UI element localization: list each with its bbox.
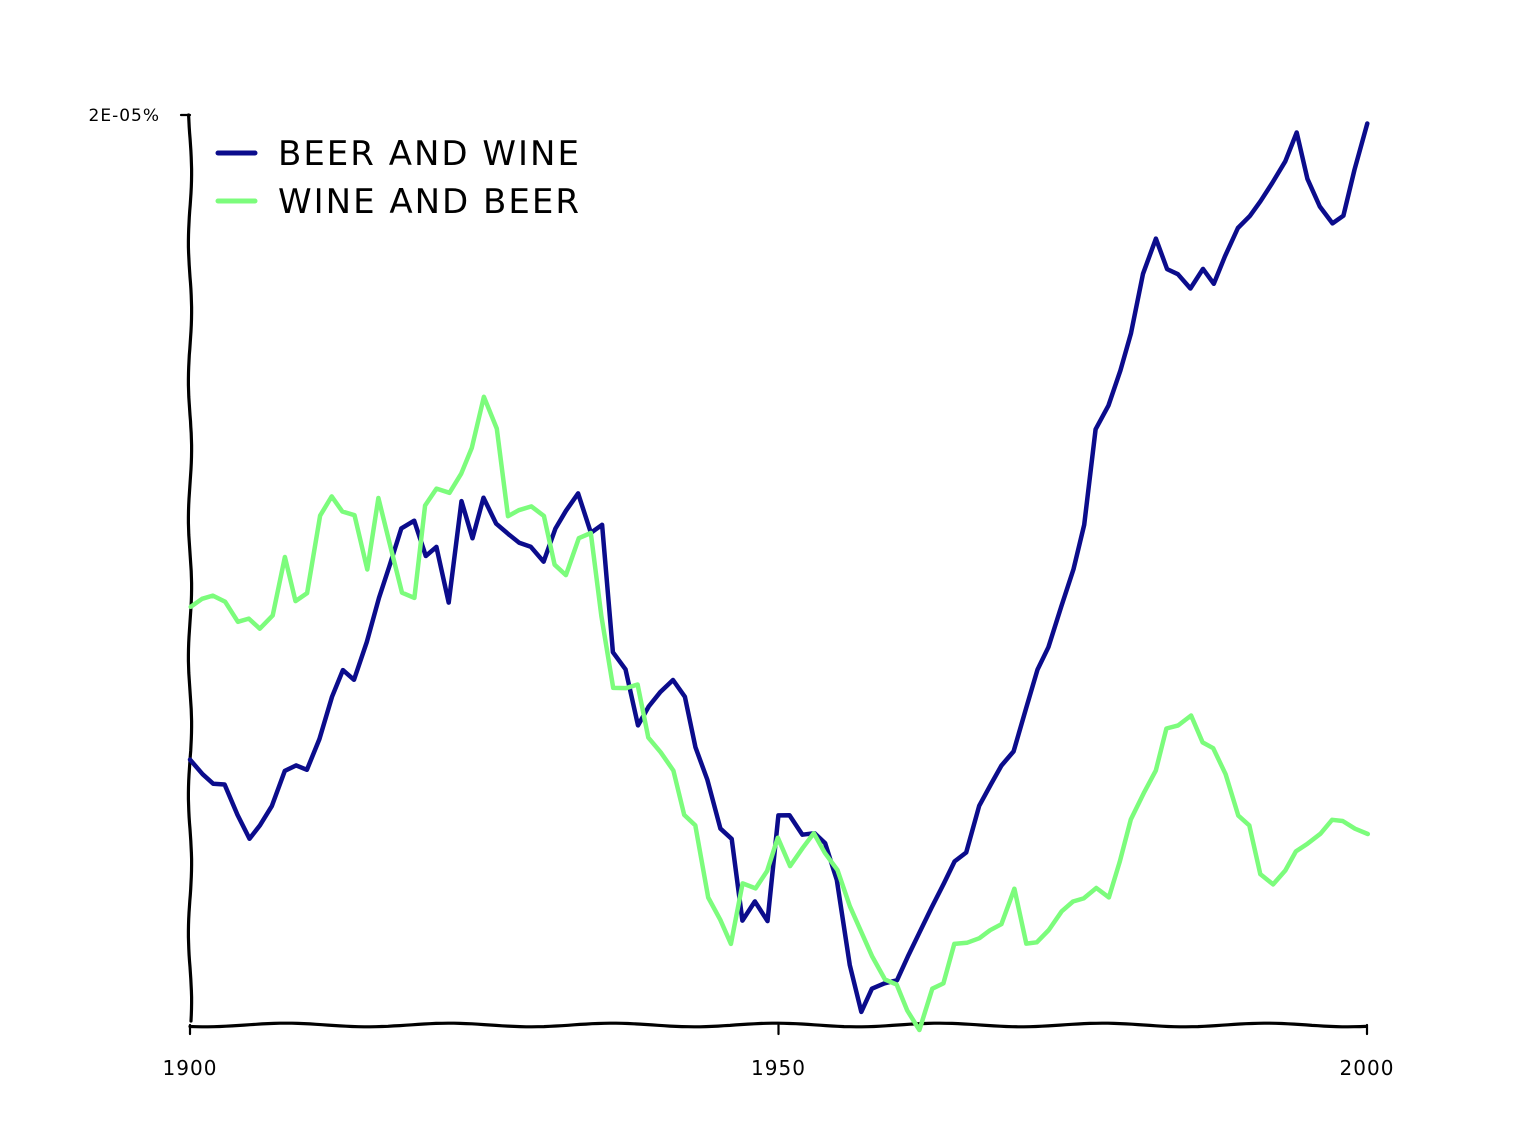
legend: BEER AND WINE WINE AND BEER [215,134,581,222]
x-axis-ticks: 1900 1950 2000 [163,1023,1395,1080]
y-axis-line [186,113,194,1023]
series-line-wine-and-beer [188,394,1371,1033]
legend-label-beer-and-wine: BEER AND WINE [278,134,581,174]
y-axis-top-tick-label: 2E-05% [89,106,160,126]
x-axis-tick-label-1950: 1950 [751,1056,806,1080]
axes: 2E-05% [89,106,1368,1029]
x-axis-tick-label-2000: 2000 [1340,1056,1395,1080]
series-line-beer-and-wine [187,121,1370,1015]
series-lines [187,121,1371,1033]
x-axis-tick-label-1900: 1900 [163,1056,218,1080]
legend-label-wine-and-beer: WINE AND BEER [278,182,581,222]
x-axis-line [188,1021,1368,1029]
